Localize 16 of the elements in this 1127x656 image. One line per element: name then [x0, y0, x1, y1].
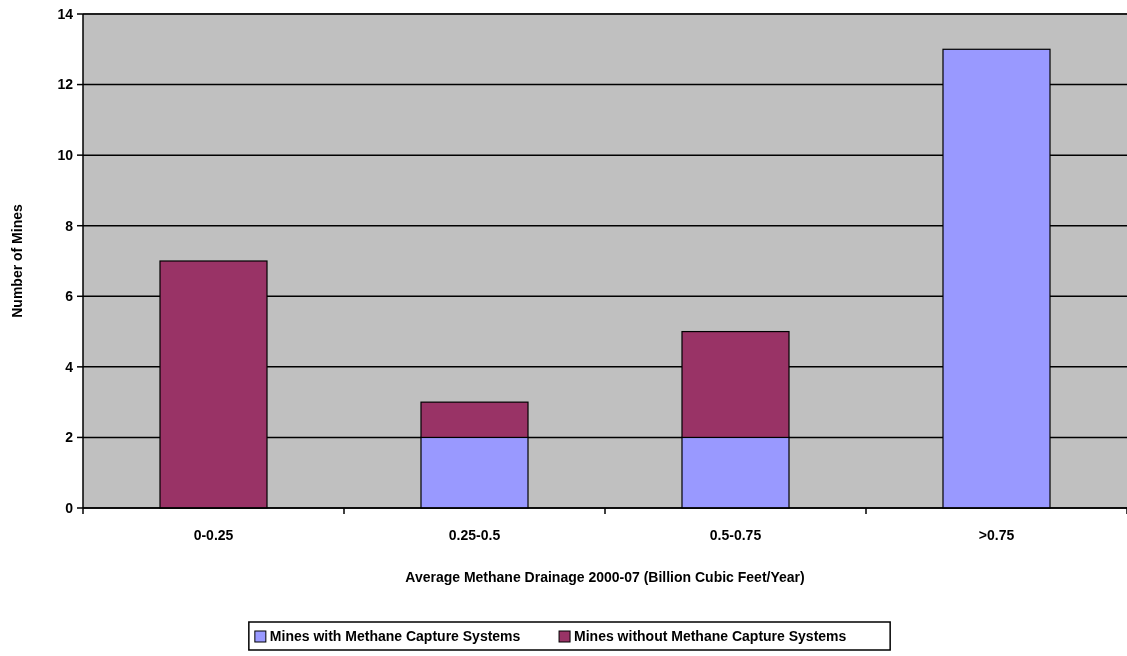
- y-tick-label: 10: [57, 147, 74, 164]
- x-tick-label: 0.5-0.75: [709, 527, 762, 543]
- legend-label: Mines without Methane Capture Systems: [574, 627, 847, 644]
- x-axis-title: Average Methane Drainage 2000-07 (Billion Cubic Feet/Year): [405, 569, 805, 585]
- y-tick-label: 12: [57, 76, 74, 93]
- y-tick-label: 0: [65, 499, 74, 516]
- y-tick-label: 6: [65, 288, 74, 305]
- y-tick-label: 8: [65, 217, 74, 234]
- y-tick-label: 4: [65, 358, 74, 375]
- x-tick-label: 0.25-0.5: [448, 527, 501, 543]
- legend-label: Mines with Methane Capture Systems: [269, 627, 521, 644]
- y-axis-title: Number of Mines: [9, 204, 25, 318]
- x-tick-label: 0-0.25: [193, 527, 234, 543]
- x-tick-label: >0.75: [978, 527, 1015, 543]
- y-tick-label: 14: [57, 5, 74, 22]
- y-tick-label: 2: [65, 429, 74, 446]
